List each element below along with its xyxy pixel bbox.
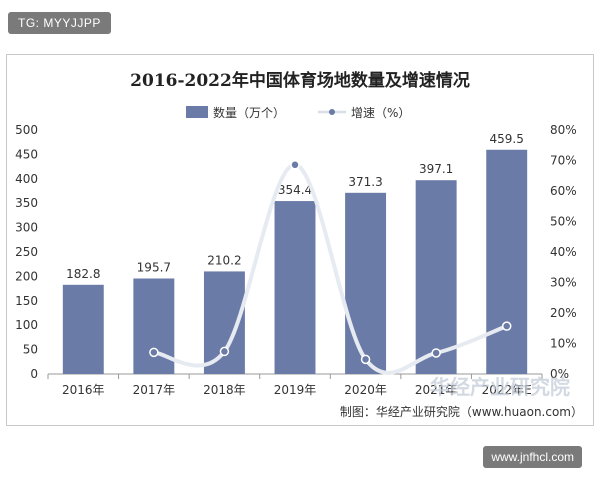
y-tick-label: 250 (15, 245, 38, 259)
legend-line-marker (329, 109, 335, 115)
source-note: 制图：华经产业研究院（www.huaon.com） (340, 404, 583, 419)
y2-tick-label: 20% (550, 306, 577, 320)
x-tick-label: 2019年 (274, 383, 317, 397)
y-tick-label: 0 (30, 367, 38, 381)
growth-point (219, 346, 230, 357)
y-tick-label: 350 (15, 196, 38, 210)
y-tick-label: 150 (15, 294, 38, 308)
y-tick-label: 450 (15, 147, 38, 161)
bar (133, 278, 175, 374)
bar-value-label: 371.3 (348, 175, 382, 189)
legend-bar-label: 数量（万个） (213, 105, 285, 120)
y2-tick-label: 30% (550, 276, 577, 290)
legend-line-label: 增速（%） (351, 106, 410, 120)
y-tick-label: 50 (23, 343, 38, 357)
plot-area: 0 50 100 150 200 250 300 350 400 450 500 0% 10% 20% 30… (15, 123, 577, 397)
growth-point (149, 347, 159, 358)
y2-tick-label: 50% (550, 215, 577, 229)
growth-point (501, 321, 512, 331)
y2-tick-label: 70% (550, 154, 577, 168)
y-tick-label: 400 (15, 172, 38, 186)
x-tick-label: 2020年 (344, 383, 387, 397)
bar (62, 284, 104, 374)
y-tick-label: 500 (15, 123, 38, 137)
x-tick-label: 2018年 (203, 383, 246, 397)
bar-value-label: 397.1 (419, 162, 453, 176)
y-tick-label: 200 (15, 269, 38, 283)
bar-value-label: 182.8 (66, 267, 100, 281)
x-tick-label: 2022年E (482, 383, 532, 397)
overlay-watermark: 华经产业研究院 (430, 375, 570, 399)
bar (274, 201, 316, 374)
y2-tick-label: 80% (550, 123, 577, 137)
y2-tick-label: 40% (550, 245, 577, 259)
y2-tick-label: 60% (550, 184, 577, 198)
watermark-site: www.jnfhcl.com (483, 446, 582, 468)
bar-value-label: 354.4 (278, 183, 312, 197)
legend: 数量（万个） 增速（%） (186, 105, 410, 120)
growth-point (290, 160, 300, 170)
bar-value-label: 195.7 (137, 260, 171, 274)
y2-tick-label: 0% (550, 367, 569, 381)
bar-value-label: 459.5 (490, 132, 524, 146)
x-tick-label: 2021年 (415, 383, 458, 397)
x-tick-label: 2016年 (62, 383, 105, 397)
y-tick-label: 300 (15, 221, 38, 235)
bar (415, 180, 457, 374)
watermark-tag: TG: MYYJJPP (8, 12, 111, 34)
chart-title: 2016-2022年中国体育场地数量及增速情况 (130, 70, 470, 91)
bar (345, 192, 387, 374)
growth-point (431, 348, 441, 358)
growth-point (360, 354, 371, 365)
bar-value-label: 210.2 (207, 253, 241, 267)
legend-bar-swatch (186, 106, 208, 118)
y2-tick-label: 10% (550, 337, 577, 351)
x-tick-label: 2017年 (133, 383, 176, 397)
y-tick-label: 100 (15, 318, 38, 332)
bar (486, 149, 528, 374)
